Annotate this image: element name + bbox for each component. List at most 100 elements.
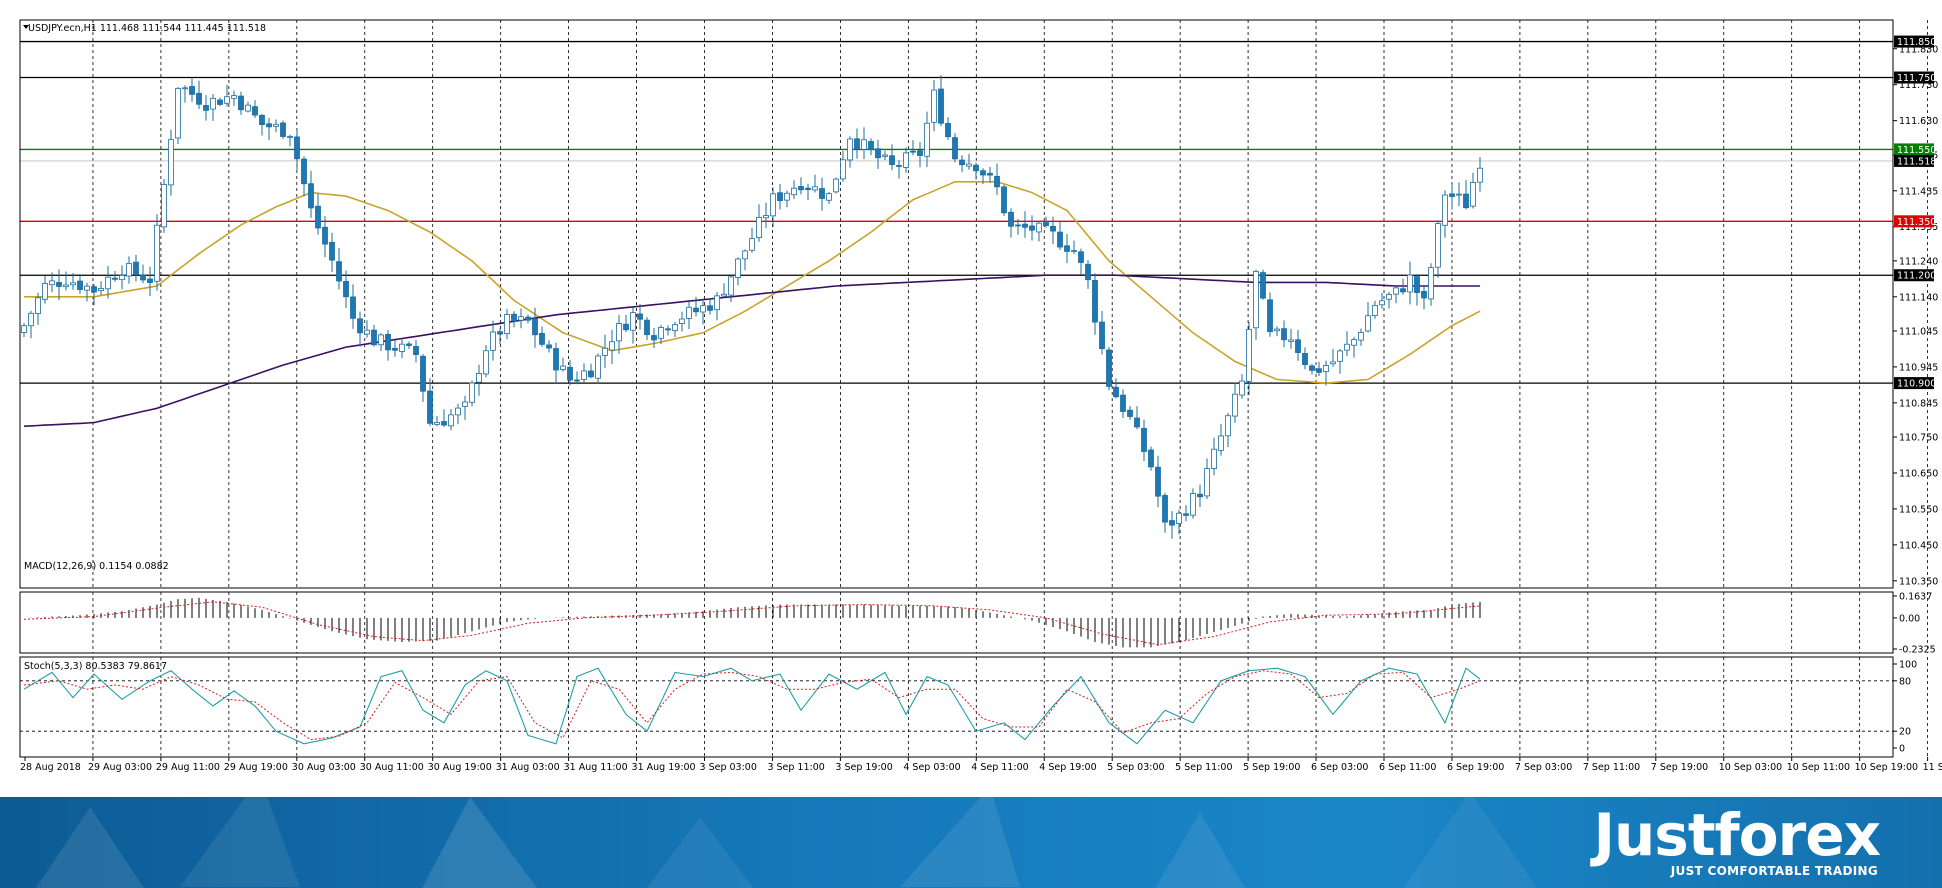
candle-body-37	[280, 122, 286, 137]
candle-body-164	[1169, 520, 1175, 526]
candle-body-156	[1113, 386, 1119, 398]
moving-averages	[23, 181, 1481, 427]
collapse-arrow-icon[interactable]	[23, 25, 29, 29]
candle-body-118	[847, 138, 853, 161]
candle-body-2	[35, 297, 41, 315]
price-tick-label-12: 110.650	[1899, 468, 1938, 479]
current-price-tag	[1894, 154, 1934, 167]
candle-body-14	[119, 274, 125, 281]
stoch-label: Stoch(5,3,3) 80.5383 79.8617	[24, 661, 167, 672]
candle-body-76	[553, 348, 559, 371]
candle-body-96	[693, 307, 699, 313]
candle-body-80	[581, 370, 587, 380]
candle-body-77	[560, 365, 566, 370]
candle-body-162	[1155, 466, 1161, 497]
candle-body-142	[1015, 224, 1021, 227]
macd-tick-label-1: 0.00	[1899, 613, 1920, 624]
candle-body-74	[539, 333, 545, 345]
candle-body-171	[1218, 435, 1224, 451]
price-tick-label-11: 110.750	[1899, 433, 1938, 444]
candle-body-167	[1190, 493, 1196, 516]
candle-body-64	[469, 382, 475, 403]
candle-body-78	[567, 366, 573, 381]
candle-body-3	[42, 283, 48, 300]
candle-body-111	[798, 186, 804, 191]
macd-signal-line	[23, 601, 1481, 646]
candle-body-140	[1001, 186, 1007, 214]
candle-body-46	[343, 280, 349, 298]
candle-body-203	[1442, 194, 1448, 226]
time-tick-label-8: 31 Aug 11:00	[564, 762, 628, 773]
candle-body-115	[826, 193, 832, 201]
candle-body-86	[623, 323, 629, 331]
panel-frame-1	[19, 591, 1894, 654]
time-tick-label-20: 6 Sep 11:00	[1379, 762, 1436, 773]
candle-body-81	[588, 370, 594, 378]
candle-body-92	[665, 328, 671, 331]
candle-body-194	[1379, 300, 1385, 306]
price-tick-label-2: 111.630	[1899, 116, 1938, 127]
candle-body-36	[273, 123, 279, 127]
price-tick-label-6: 111.240	[1899, 256, 1938, 267]
candle-body-188	[1337, 350, 1343, 362]
level-tag-5	[1894, 377, 1934, 390]
candle-body-131	[938, 88, 944, 124]
candle-body-181	[1288, 339, 1294, 342]
candle-body-47	[350, 296, 356, 319]
candle-body-21	[168, 139, 174, 186]
candle-body-18	[147, 278, 153, 283]
brand-banner: Justforex JUST COMFORTABLE TRADING	[0, 797, 1942, 888]
candle-body-152	[1085, 263, 1091, 281]
moving-average-1	[23, 274, 1480, 427]
macd-label: MACD(12,26,9) 0.1154 0.0882	[24, 561, 169, 572]
candle-body-149	[1064, 245, 1070, 252]
candle-body-51	[378, 334, 384, 346]
time-tick-label-3: 29 Aug 19:00	[224, 762, 288, 773]
trading-chart[interactable]: 111.830111.730111.630111.535111.435111.3…	[0, 0, 1942, 797]
price-tick-label-14: 110.450	[1899, 540, 1938, 551]
stoch-tick-label-2: 20	[1899, 727, 1911, 738]
candle-body-120	[861, 139, 867, 150]
candle-body-67	[490, 331, 496, 351]
candle-body-112	[805, 187, 811, 190]
level-tag-1	[1894, 71, 1934, 84]
panel-frame-0	[19, 19, 1894, 589]
panel-frames	[19, 19, 1894, 758]
candle-body-121	[868, 141, 874, 151]
candle-body-202	[1435, 223, 1441, 268]
price-tick-label-4: 111.435	[1899, 186, 1938, 197]
candle-body-30	[231, 95, 237, 99]
candle-body-90	[651, 335, 657, 341]
stoch-signal-line	[23, 670, 1481, 741]
candle-body-5	[56, 282, 62, 287]
candle-body-201	[1428, 267, 1434, 300]
candle-body-17	[140, 274, 146, 281]
candle-body-169	[1204, 468, 1210, 497]
candle-body-66	[483, 350, 489, 375]
candle-body-39	[294, 136, 300, 160]
candle-body-135	[966, 163, 972, 167]
time-tick-label-28: 11 Sep 03:00	[1923, 762, 1942, 773]
candle-body-99	[714, 295, 720, 311]
candle-body-138	[987, 172, 993, 176]
candle-body-144	[1029, 225, 1035, 231]
candle-body-31	[238, 95, 244, 111]
candle-body-107	[770, 193, 776, 217]
candle-body-35	[266, 123, 272, 128]
candle-body-175	[1246, 328, 1252, 382]
time-tick-label-18: 5 Sep 19:00	[1243, 762, 1300, 773]
time-tick-label-21: 6 Sep 19:00	[1447, 762, 1504, 773]
candle-body-176	[1253, 271, 1259, 329]
candle-body-12	[105, 276, 111, 290]
time-tick-label-27: 10 Sep 19:00	[1855, 762, 1918, 773]
candle-body-55	[406, 343, 412, 346]
candle-body-204	[1449, 193, 1455, 197]
candle-body-58	[427, 390, 433, 424]
time-tick-label-9: 31 Aug 19:00	[632, 762, 696, 773]
candle-body-190	[1351, 339, 1357, 346]
candle-body-182	[1295, 339, 1301, 353]
candle-body-68	[497, 331, 503, 335]
candle-body-0	[21, 325, 27, 333]
candle-body-93	[672, 324, 678, 331]
level-tag-label-5: 110.900	[1897, 379, 1936, 390]
